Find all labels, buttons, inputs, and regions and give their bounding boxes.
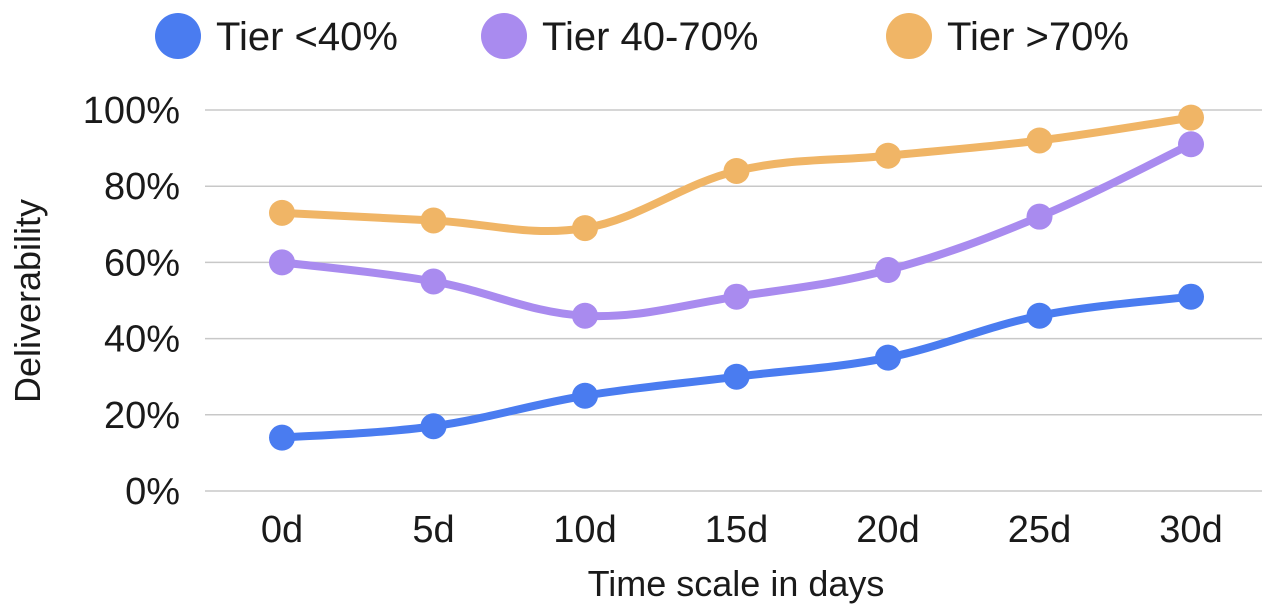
x-tick-label: 15d (705, 509, 768, 551)
legend-item-1: Tier 40-70% (481, 13, 758, 59)
data-point (1026, 127, 1053, 154)
y-tick-label: 20% (104, 395, 180, 437)
x-axis-ticks: 0d 5d 10d 15d 20d 25d 30d (261, 509, 1223, 551)
y-tick-label: 80% (104, 166, 180, 208)
y-tick-label: 40% (104, 319, 180, 361)
data-point (1026, 203, 1053, 230)
y-axis-ticks: 0% 20% 40% 60% 80% 100% (83, 90, 180, 513)
y-axis-title: Deliverability (7, 199, 48, 403)
x-tick-label: 0d (261, 509, 303, 551)
legend-label: Tier 40-70% (542, 15, 758, 59)
data-point (420, 413, 447, 440)
series-points (269, 104, 1204, 451)
data-point (572, 215, 598, 242)
data-point (572, 382, 598, 409)
data-point (1178, 283, 1204, 310)
data-point (1026, 302, 1053, 329)
data-point (1178, 104, 1204, 131)
x-tick-label: 25d (1008, 509, 1071, 551)
x-tick-label: 20d (856, 509, 919, 551)
data-point (1178, 131, 1204, 158)
data-point (723, 363, 750, 390)
y-tick-label: 0% (125, 471, 180, 513)
data-point (572, 302, 598, 329)
data-point (269, 249, 295, 276)
x-tick-label: 10d (553, 509, 616, 551)
y-tick-label: 100% (83, 90, 180, 132)
legend-swatch (481, 13, 527, 59)
data-point (269, 199, 295, 226)
x-tick-label: 5d (412, 509, 454, 551)
y-tick-label: 60% (104, 242, 180, 284)
data-point (420, 207, 447, 234)
data-point (723, 157, 750, 184)
data-point (875, 344, 901, 371)
x-tick-label: 30d (1159, 509, 1222, 551)
x-axis-title: Time scale in days (588, 563, 885, 604)
legend-label: Tier >70% (947, 15, 1129, 59)
legend-swatch (155, 13, 201, 59)
legend: Tier <40% Tier 40-70% Tier >70% (155, 13, 1129, 59)
data-point (723, 283, 750, 310)
data-point (420, 268, 447, 295)
grid-lines (205, 109, 1262, 492)
legend-item-2: Tier >70% (886, 13, 1129, 59)
data-point (875, 257, 901, 284)
legend-item-0: Tier <40% (155, 13, 398, 59)
legend-swatch (886, 13, 932, 59)
data-point (875, 142, 901, 169)
legend-label: Tier <40% (216, 15, 398, 59)
data-point (269, 424, 295, 451)
